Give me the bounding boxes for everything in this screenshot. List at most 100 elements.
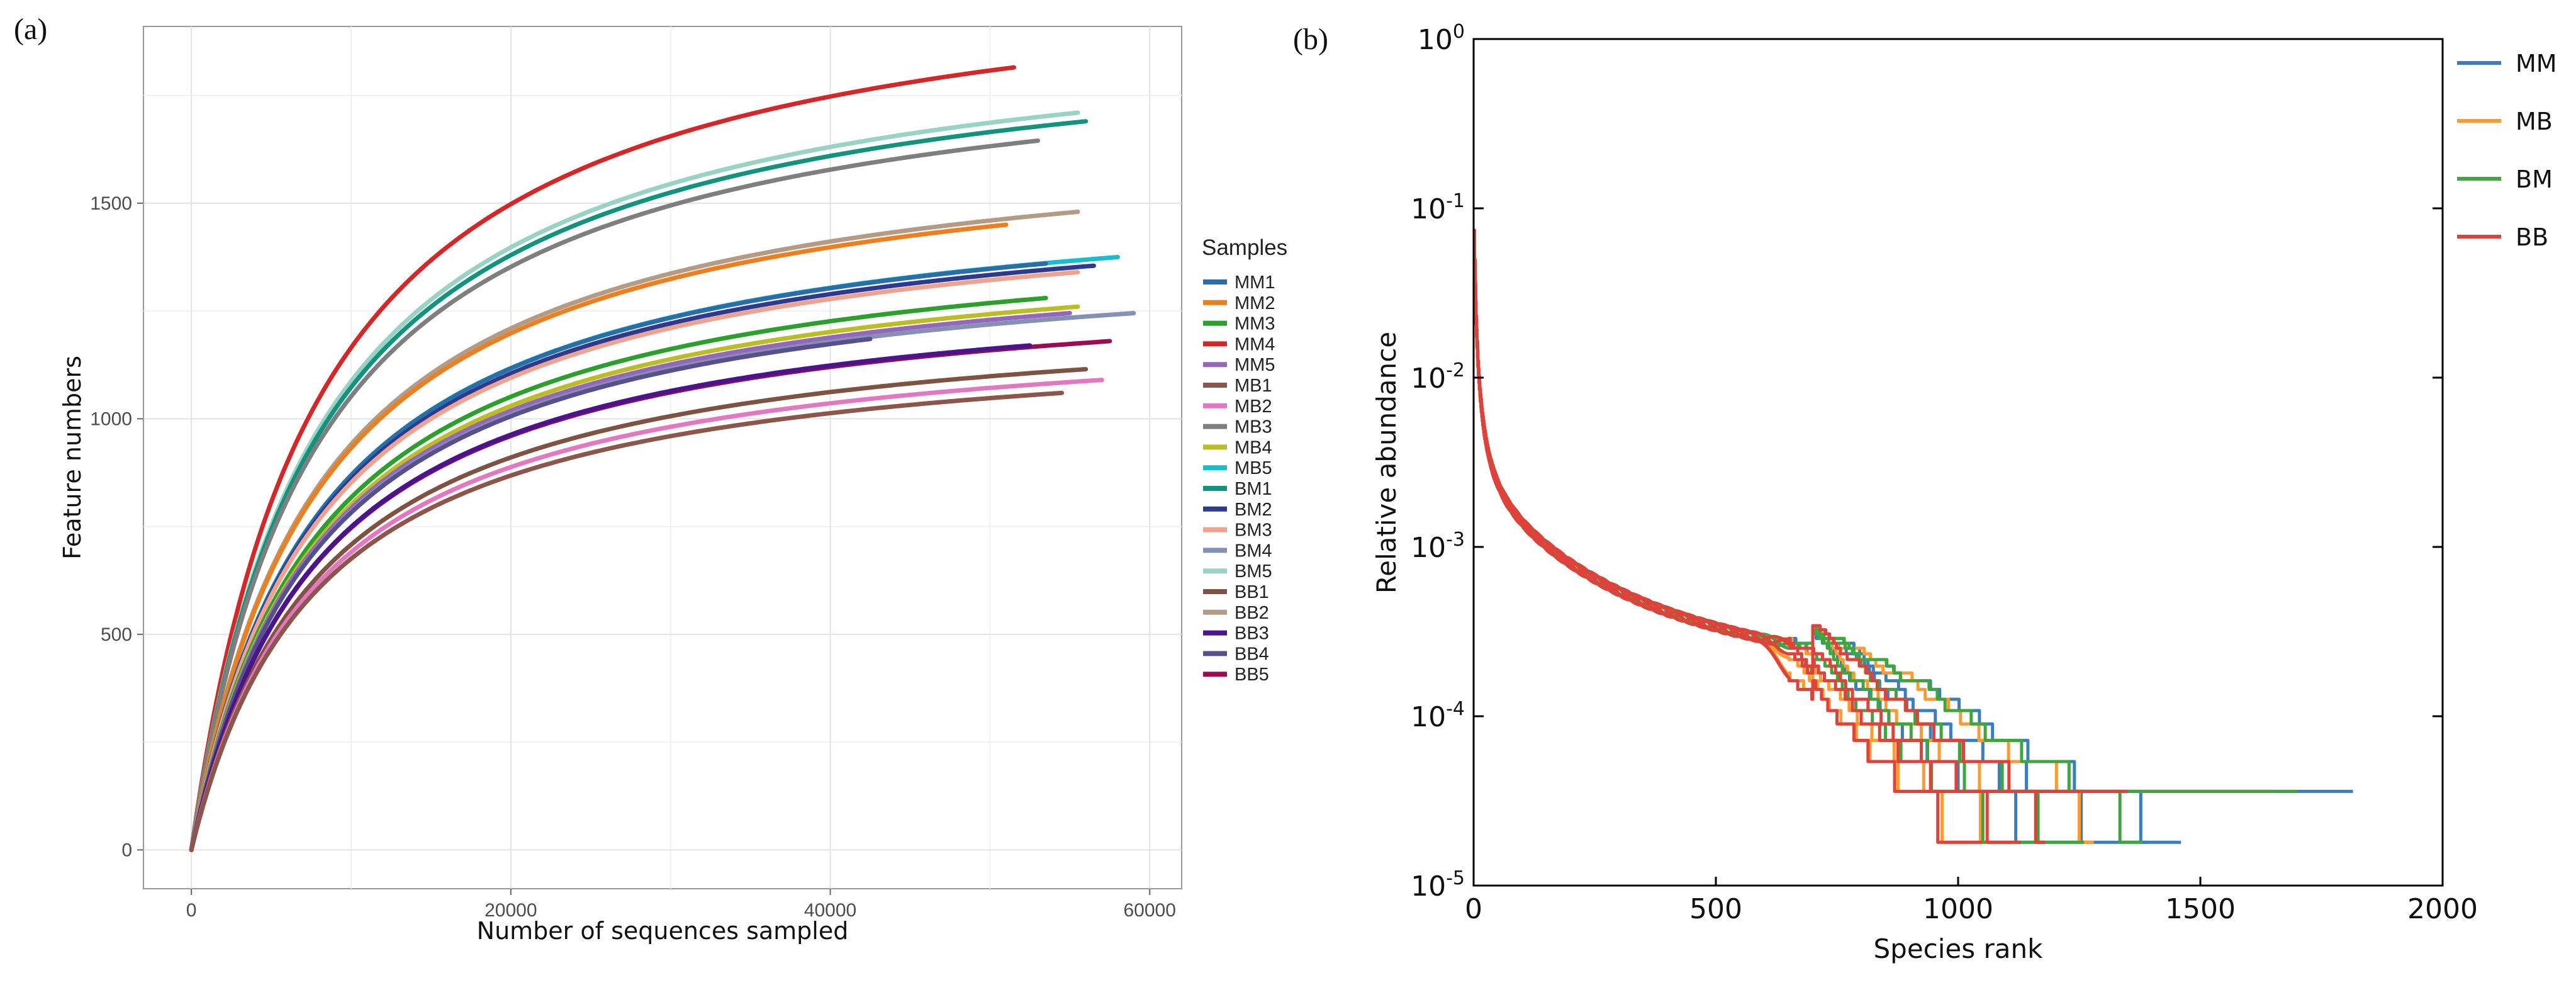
- marker-mm4: [294, 439, 300, 444]
- marker-mb4: [447, 431, 453, 436]
- marker-bm1: [534, 240, 539, 245]
- marker-mb1: [333, 570, 338, 575]
- marker-bm3: [601, 343, 606, 348]
- marker-bb3: [342, 531, 347, 536]
- marker-bm1: [1051, 122, 1056, 127]
- marker-bb3: [515, 430, 520, 435]
- marker-mb2: [563, 448, 568, 453]
- marker-bm3: [678, 324, 683, 329]
- marker-bb2: [447, 359, 453, 364]
- marker-mm5: [869, 330, 875, 335]
- marker-mm3: [658, 349, 664, 354]
- marker-bb1: [1022, 371, 1028, 376]
- marker-mm1: [687, 311, 692, 316]
- marker-bm4: [994, 321, 999, 327]
- marker-mm1: [620, 327, 625, 332]
- marker-bm5: [994, 120, 999, 125]
- marker-mb3: [495, 271, 501, 276]
- legend-item-mm2: MM2: [1203, 293, 1275, 313]
- marker-bm5: [946, 126, 951, 131]
- marker-bb1: [668, 414, 673, 419]
- marker-mm4: [687, 128, 692, 133]
- marker-bb5: [1051, 342, 1056, 348]
- marker-bb4: [275, 603, 280, 608]
- marker-bb3: [438, 463, 443, 468]
- marker-mb1: [610, 445, 615, 450]
- marker-bm3: [697, 319, 702, 324]
- marker-bb2: [744, 254, 750, 259]
- marker-bb4: [544, 401, 549, 406]
- marker-mb2: [658, 426, 664, 431]
- marker-mb3: [237, 625, 242, 630]
- marker-mm4: [907, 80, 913, 85]
- marker-mm5: [907, 325, 913, 330]
- marker-bm1: [831, 153, 836, 158]
- marker-bm2: [707, 313, 712, 318]
- marker-bm2: [975, 274, 980, 279]
- marker-bb2: [687, 266, 692, 271]
- marker-bb4: [725, 357, 731, 362]
- legend-label: MM2: [1235, 293, 1275, 313]
- marker-bb1: [956, 376, 961, 381]
- marker-mb1: [227, 726, 232, 731]
- marker-mm3: [390, 459, 395, 464]
- marker-bb3: [563, 414, 568, 419]
- marker-bb2: [1022, 215, 1028, 220]
- marker-bm2: [582, 344, 587, 349]
- marker-mm5: [946, 321, 951, 327]
- marker-mm3: [898, 310, 903, 315]
- marker-mm2: [553, 312, 558, 317]
- marker-bm4: [956, 325, 961, 330]
- marker-bb4: [294, 573, 300, 578]
- marker-bm3: [1013, 275, 1018, 280]
- marker-bm5: [428, 297, 434, 302]
- marker-mb1: [342, 561, 347, 566]
- marker-mm3: [927, 307, 932, 312]
- marker-bm3: [850, 293, 855, 298]
- marker-mm2: [994, 223, 999, 228]
- marker-mb1: [907, 402, 913, 408]
- marker-mb2: [764, 409, 769, 414]
- marker-mb4: [1061, 305, 1066, 310]
- marker-bb1: [812, 391, 817, 397]
- marker-bm3: [975, 279, 980, 284]
- marker-mb3: [457, 295, 462, 300]
- legend-label: BM2: [1235, 500, 1272, 520]
- marker-bm1: [1070, 120, 1075, 125]
- legend-label: MM3: [1235, 314, 1275, 334]
- marker-bb3: [764, 372, 769, 377]
- marker-mb2: [879, 395, 884, 400]
- marker-mm4: [956, 72, 961, 77]
- marker-bb1: [793, 394, 798, 399]
- marker-mm1: [821, 286, 826, 291]
- marker-bm3: [505, 376, 510, 382]
- marker-mb3: [735, 186, 740, 191]
- marker-bm5: [965, 123, 970, 128]
- marker-bb2: [639, 279, 644, 284]
- marker-bm2: [1022, 269, 1028, 274]
- marker-mm4: [381, 305, 386, 310]
- marker-mb3: [620, 218, 625, 223]
- marker-mb1: [419, 510, 424, 515]
- marker-mb1: [256, 667, 261, 672]
- marker-bm2: [898, 282, 903, 288]
- marker-mm2: [467, 352, 472, 357]
- marker-bm3: [936, 283, 941, 288]
- markers-mb4: [189, 305, 1075, 852]
- marker-mb1: [553, 459, 558, 464]
- marker-bm3: [725, 313, 731, 318]
- marker-mb4: [505, 405, 510, 410]
- legend-item-bb4: BB4: [1203, 644, 1269, 664]
- marker-mm2: [927, 231, 932, 236]
- marker-bb4: [802, 345, 807, 350]
- marker-mb1: [1022, 393, 1028, 398]
- marker-mb3: [524, 256, 529, 261]
- marker-mm2: [783, 252, 788, 257]
- marker-mb1: [361, 546, 366, 551]
- rarefaction-chart: (a) 0 20000 40000 60000 0 500 1000 1500 Number …: [14, 13, 1287, 945]
- marker-mm5: [936, 322, 941, 327]
- marker-mm2: [678, 274, 683, 279]
- marker-bb1: [476, 467, 481, 472]
- marker-bb1: [1061, 368, 1066, 373]
- marker-bb4: [601, 384, 606, 389]
